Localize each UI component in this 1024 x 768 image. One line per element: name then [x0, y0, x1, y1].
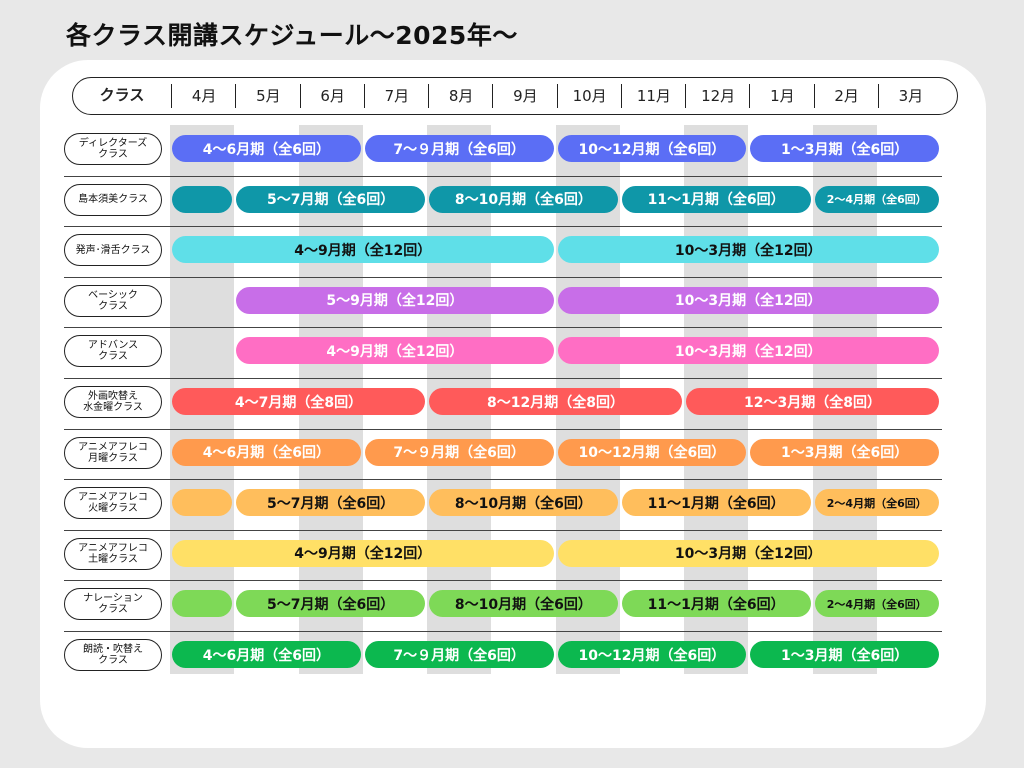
schedule-bar: 2〜4月期（全6回）	[814, 185, 939, 213]
class-label: 発声･滑舌クラス	[64, 234, 162, 267]
header-month-8: 11月	[620, 84, 686, 108]
class-label: 外画吹替え 水金曜クラス	[64, 386, 162, 418]
schedule-bar: 1〜3月期（全6回）	[750, 135, 939, 162]
row-divider	[64, 327, 942, 329]
schedule-bar: 7〜９月期（全6回）	[364, 641, 554, 668]
header-month-7: 10月	[556, 84, 622, 108]
schedule-bar: 8〜10月期（全6回）	[429, 185, 618, 213]
class-label: ベーシック クラス	[64, 284, 162, 317]
row-divider	[64, 226, 942, 228]
schedule-bar: 10〜3月期（全12回）	[557, 337, 939, 365]
schedule-bar: 5〜9月期（全12回）	[236, 286, 554, 314]
class-label: アニメアフレコ 土曜クラス	[64, 537, 162, 570]
row-divider	[64, 175, 942, 177]
row-divider	[64, 631, 942, 632]
schedule-bar: 4〜6月期（全6回）	[172, 641, 361, 668]
header-class-label: クラス	[99, 86, 145, 104]
month-header: クラス 4月 5月 6月 7月 8月 9月 10月 11月 12月 1月 2月 3月	[72, 77, 958, 115]
schedule-bar: 10〜3月期（全12回）	[557, 286, 939, 314]
header-month-10: 1月	[749, 84, 814, 108]
schedule-bar	[172, 489, 233, 517]
header-month-2: 5月	[235, 84, 300, 108]
schedule-bar: 7〜９月期（全6回）	[364, 135, 554, 162]
row-divider	[64, 479, 942, 481]
schedule-bar: 11〜1月期（全6回）	[621, 489, 811, 517]
header-month-1: 4月	[171, 84, 236, 108]
row-divider	[64, 378, 942, 379]
header-month-6: 9月	[492, 84, 557, 108]
schedule-bar: 4〜9月期（全12回）	[172, 236, 554, 264]
header-month-9: 12月	[685, 84, 750, 108]
schedule-bar: 10〜3月期（全12回）	[557, 539, 939, 567]
class-label: ディレクターズ クラス	[64, 133, 162, 165]
class-label: アニメアフレコ 月曜クラス	[64, 436, 162, 469]
class-label: アドバンス クラス	[64, 335, 162, 368]
schedule-bar: 11〜1月期（全6回）	[621, 185, 811, 213]
row-divider	[64, 580, 942, 582]
schedule-bar	[172, 185, 233, 213]
schedule-bar: 10〜3月期（全12回）	[557, 236, 939, 264]
row-divider	[64, 428, 942, 430]
schedule-bar: 11〜1月期（全6回）	[621, 590, 811, 618]
schedule-bar: 1〜3月期（全6回）	[750, 438, 939, 466]
header-month-11: 2月	[813, 84, 879, 108]
row-divider	[64, 276, 942, 278]
schedule-bar: 5〜7月期（全6回）	[236, 489, 425, 517]
class-label: アニメアフレコ 火曜クラス	[64, 487, 162, 520]
header-month-12: 3月	[877, 84, 943, 108]
schedule-bar: 5〜7月期（全6回）	[236, 590, 425, 618]
schedule-bar	[172, 590, 233, 618]
schedule-bar: 12〜3月期（全8回）	[686, 388, 939, 415]
schedule-bar: 4〜7月期（全8回）	[172, 388, 425, 415]
class-label: ナレーション クラス	[64, 588, 162, 621]
header-month-3: 6月	[299, 84, 365, 108]
schedule-bar: 8〜12月期（全8回）	[429, 388, 682, 415]
schedule-bar: 7〜９月期（全6回）	[364, 438, 554, 466]
page-title: 各クラス開講スケジュール〜2025年〜	[66, 21, 518, 50]
schedule-bar: 10〜12月期（全6回）	[557, 438, 747, 466]
schedule-bar: 4〜9月期（全12回）	[236, 337, 554, 365]
row-divider	[64, 529, 942, 531]
class-label: 島本須美クラス	[64, 183, 162, 216]
schedule-bar: 4〜6月期（全6回）	[172, 438, 361, 466]
schedule-bar: 2〜4月期（全6回）	[814, 590, 939, 618]
header-month-5: 8月	[428, 84, 493, 108]
schedule-bar: 2〜4月期（全6回）	[814, 489, 939, 517]
schedule-bar: 10〜12月期（全6回）	[557, 641, 747, 668]
schedule-bar: 1〜3月期（全6回）	[750, 641, 939, 668]
schedule-bar: 10〜12月期（全6回）	[557, 135, 747, 162]
schedule-bar: 5〜7月期（全6回）	[236, 185, 425, 213]
schedule-bar: 4〜6月期（全6回）	[172, 135, 361, 162]
class-label: 朗読・吹替え クラス	[64, 639, 162, 671]
header-month-4: 7月	[363, 84, 429, 108]
schedule-bar: 4〜9月期（全12回）	[172, 539, 554, 567]
schedule-bar: 8〜10月期（全6回）	[429, 489, 618, 517]
schedule-bar: 8〜10月期（全6回）	[429, 590, 618, 618]
